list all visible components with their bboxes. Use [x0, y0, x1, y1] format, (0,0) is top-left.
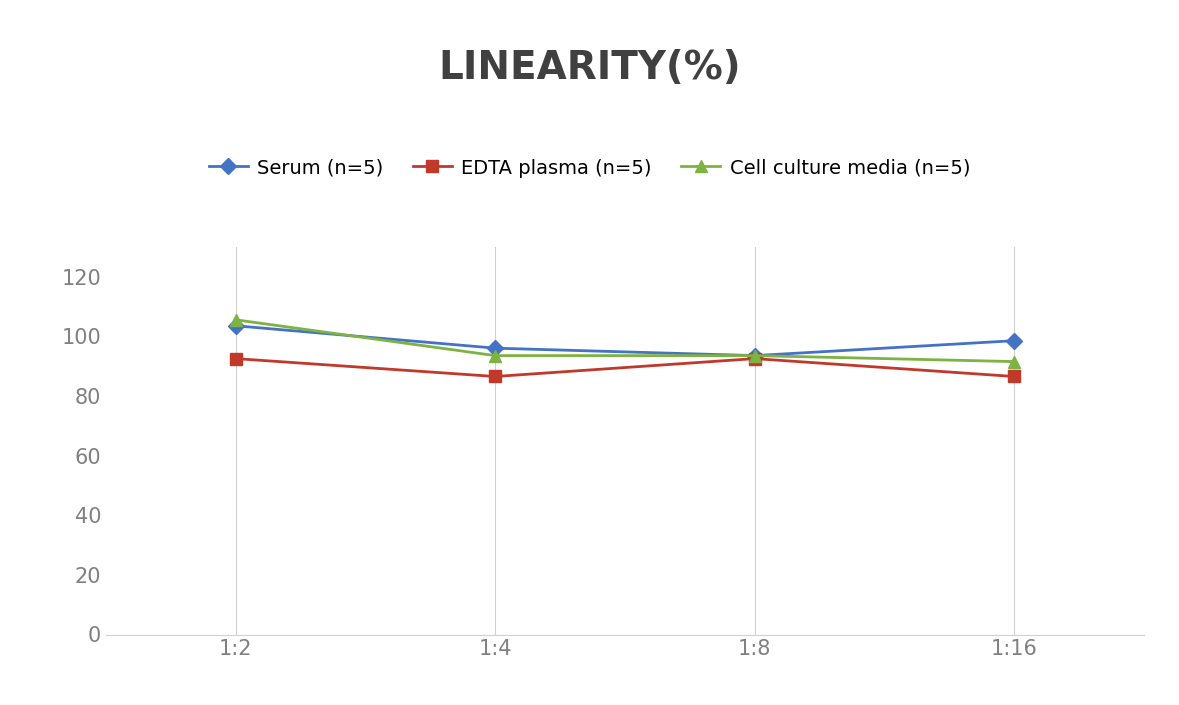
EDTA plasma (n=5): [229, 355, 243, 363]
Cell culture media (n=5): [488, 351, 502, 360]
EDTA plasma (n=5): [488, 372, 502, 381]
Legend: Serum (n=5), EDTA plasma (n=5), Cell culture media (n=5): Serum (n=5), EDTA plasma (n=5), Cell cul…: [200, 151, 979, 185]
Serum (n=5): [488, 344, 502, 352]
Cell culture media (n=5): [229, 316, 243, 324]
EDTA plasma (n=5): [747, 355, 762, 363]
Text: LINEARITY(%): LINEARITY(%): [439, 49, 740, 87]
Serum (n=5): [1007, 336, 1021, 345]
Line: Serum (n=5): Serum (n=5): [230, 320, 1020, 361]
EDTA plasma (n=5): [1007, 372, 1021, 381]
Cell culture media (n=5): [1007, 357, 1021, 366]
Serum (n=5): [229, 321, 243, 330]
Line: EDTA plasma (n=5): EDTA plasma (n=5): [230, 353, 1020, 382]
Line: Cell culture media (n=5): Cell culture media (n=5): [230, 314, 1020, 367]
Cell culture media (n=5): [747, 351, 762, 360]
Serum (n=5): [747, 351, 762, 360]
